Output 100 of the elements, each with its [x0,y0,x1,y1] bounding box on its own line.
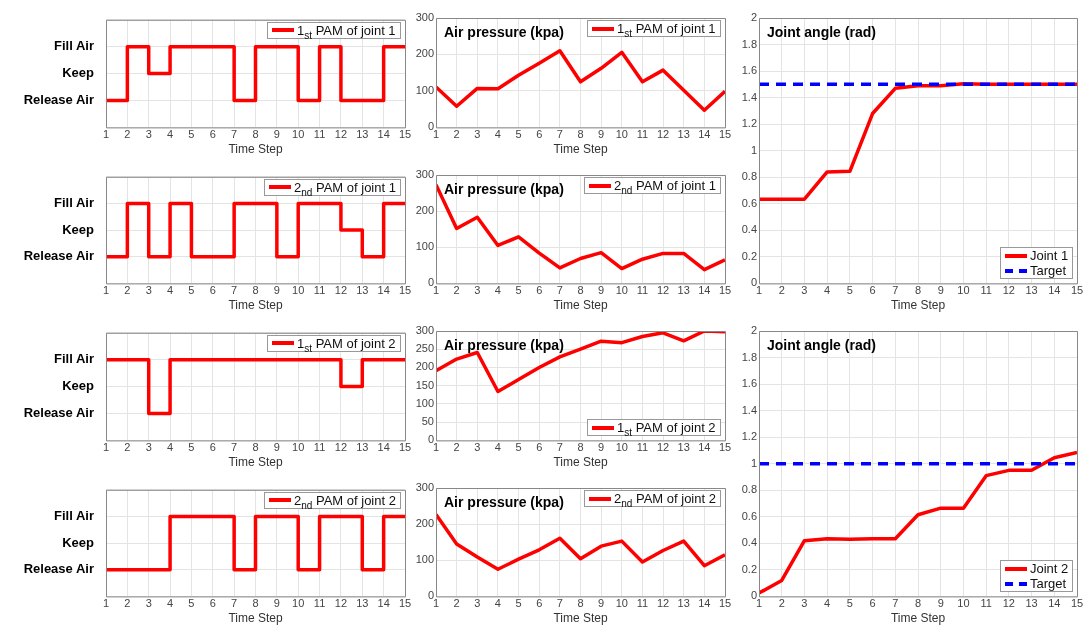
x-tick-label: 14 [377,128,390,141]
y-tick-label: 0.6 [741,196,757,209]
category-label: Keep [62,221,94,237]
x-tick-label: 13 [356,128,369,141]
x-tick-label: 13 [356,597,369,610]
x-tick-label: 9 [937,284,944,297]
x-tick-label: 2 [124,597,131,610]
x-tick-label: 2 [124,128,131,141]
x-tick-label: 13 [1025,284,1038,297]
x-tick-label: 8 [577,441,584,454]
x-axis-title: Time Step [228,298,283,313]
x-tick-label: 10 [957,597,970,610]
x-tick-label: 6 [536,128,543,141]
y-tick-label: 0 [427,433,434,446]
y-tick-label: 300 [415,324,434,337]
x-tick-label: 6 [209,597,216,610]
y-tick-label: 1 [750,143,757,156]
x-tick-label: 10 [615,597,628,610]
y-tick-label: 1.8 [741,350,757,363]
x-tick-label: 12 [1002,284,1015,297]
x-tick-label: 2 [453,441,460,454]
x-tick-label: 15 [398,441,412,454]
x-tick-label: 3 [801,597,808,610]
y-tick-label: 0.8 [741,483,757,496]
category-label: Release Air [23,405,94,421]
x-tick-label: 1 [102,284,110,297]
x-tick-label: 10 [292,284,305,297]
x-tick-label: 5 [188,284,195,297]
category-label: Keep [62,534,94,550]
x-tick-label: 4 [167,441,174,454]
x-tick-label: 10 [615,284,628,297]
x-axis-title: Time Step [890,298,946,313]
x-tick-label: 3 [145,597,152,610]
x-tick-label: 11 [313,284,326,297]
x-tick-label: 15 [398,597,412,610]
x-tick-label: 11 [636,597,649,610]
y-tick-label: 1.4 [741,403,757,416]
x-tick-label: 15 [398,284,412,297]
x-axis-title: Time Step [890,611,946,626]
chart-title: Air pressure (kpa) [444,180,564,197]
x-tick-label: 2 [778,597,785,610]
x-tick-label: 7 [556,597,563,610]
x-tick-label: 1 [102,441,110,454]
x-tick-label: 8 [252,128,259,141]
legend-label: Joint 2 [1030,561,1069,577]
y-tick-label: 1.8 [741,37,757,50]
x-tick-label: 4 [494,128,501,141]
x-tick-label: 14 [377,441,390,454]
y-tick-label: 0.2 [741,249,757,262]
x-tick-label: 11 [636,128,649,141]
x-tick-label: 13 [677,284,690,297]
x-tick-label: 13 [356,284,369,297]
legend-label: 2$_{nd}$ PAM of joint 2 [614,491,716,509]
y-tick-label: 300 [415,481,434,494]
x-tick-label: 7 [231,597,238,610]
y-tick-label: 50 [421,415,434,428]
x-tick-label: 12 [334,597,348,610]
y-tick-label: 1.2 [741,117,757,130]
legend-label: Joint 1 [1030,248,1069,264]
x-tick-label: 3 [474,284,481,297]
x-axis-title: Time Step [228,611,283,626]
x-tick-label: 7 [892,284,899,297]
y-tick-label: 100 [415,553,434,566]
y-tick-label: 0.4 [741,536,757,549]
x-tick-label: 6 [869,284,876,297]
category-label: Fill Air [54,38,94,54]
x-tick-label: 14 [377,284,390,297]
x-axis-title: Time Step [553,298,608,313]
x-axis-title: Time Step [553,611,608,626]
x-tick-label: 3 [145,284,152,297]
x-tick-label: 15 [718,128,732,141]
chart-title: Air pressure (kpa) [444,336,564,353]
x-tick-label: 2 [124,284,131,297]
x-tick-label: 8 [577,284,584,297]
x-tick-label: 15 [718,284,732,297]
x-tick-label: 6 [536,284,543,297]
y-tick-label: 150 [415,378,434,391]
x-tick-label: 5 [515,284,522,297]
legend-label: 2$_{nd}$ PAM of joint 1 [294,179,396,198]
x-tick-label: 5 [188,441,195,454]
y-tick-label: 0 [427,589,434,602]
y-tick-label: 250 [415,342,434,355]
x-tick-label: 12 [656,597,670,610]
x-tick-label: 5 [515,128,522,141]
x-tick-label: 5 [846,597,853,610]
x-tick-label: 12 [656,441,670,454]
y-tick-label: 200 [415,360,434,373]
x-tick-label: 5 [515,441,522,454]
x-tick-label: 7 [892,597,899,610]
chart-title: Joint angle (rad) [767,336,876,353]
y-tick-label: 200 [415,204,434,217]
legend-label: 1$_{st}$ PAM of joint 1 [297,22,396,41]
x-tick-label: 1 [102,597,110,610]
y-tick-label: 200 [415,47,434,60]
x-tick-label: 7 [231,441,238,454]
x-axis-title: Time Step [553,142,608,157]
x-tick-label: 14 [698,284,711,297]
x-tick-label: 15 [398,128,412,141]
y-tick-label: 100 [415,240,434,253]
y-tick-label: 1.4 [741,90,757,103]
